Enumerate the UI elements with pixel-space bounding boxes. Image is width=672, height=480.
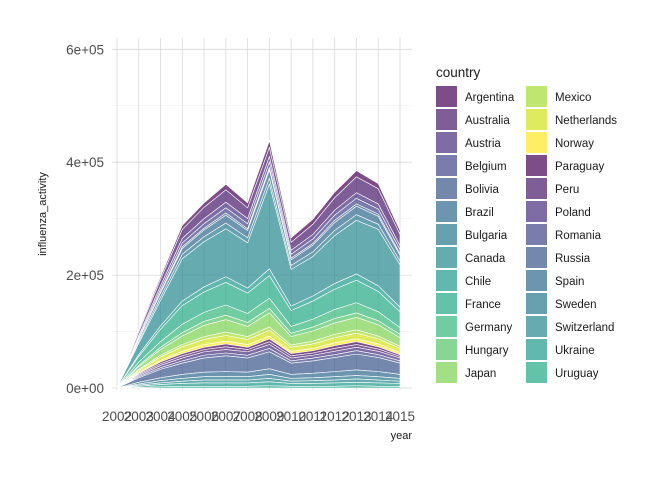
legend-key <box>526 362 547 383</box>
x-tick-label: 2005 <box>167 409 197 424</box>
legend-key <box>526 132 547 153</box>
legend-key <box>436 109 457 130</box>
x-tick-label: 2008 <box>233 409 263 424</box>
legend-key <box>436 270 457 291</box>
legend-label: Romania <box>555 230 602 242</box>
legend-label: Paraguay <box>555 161 604 173</box>
legend-key <box>526 247 547 268</box>
legend-key <box>436 201 457 222</box>
legend-key <box>436 86 457 107</box>
legend-key <box>526 339 547 360</box>
x-tick-label: 2006 <box>189 409 219 424</box>
legend-label: Belgium <box>465 161 507 173</box>
legend-label: Canada <box>465 253 506 265</box>
legend-key <box>436 155 457 176</box>
x-tick-label: 2010 <box>276 409 306 424</box>
legend-title: country <box>436 65 481 80</box>
legend-label: Uruguay <box>555 368 599 380</box>
legend-key <box>526 86 547 107</box>
x-tick-label: 2007 <box>211 409 241 424</box>
legend-label: Austria <box>465 138 501 150</box>
x-tick-label: 2009 <box>254 409 284 424</box>
legend-key <box>526 201 547 222</box>
legend-key <box>436 224 457 245</box>
y-tick-label: 6e+05 <box>66 42 104 57</box>
legend-label: Netherlands <box>555 115 617 127</box>
legend-key <box>436 132 457 153</box>
legend-key <box>436 362 457 383</box>
legend-key <box>526 155 547 176</box>
legend-key <box>436 293 457 314</box>
x-tick-label: 2004 <box>146 409 177 424</box>
x-axis: 2002200320042005200620072008200920102011… <box>102 409 415 424</box>
legend-key <box>526 270 547 291</box>
legend-label: Germany <box>465 322 513 334</box>
legend-label: Argentina <box>465 92 515 104</box>
x-axis-title: year <box>391 430 413 442</box>
x-tick-label: 2011 <box>298 409 327 424</box>
legend-label: Bolivia <box>465 184 499 196</box>
legend-label: Poland <box>555 207 591 219</box>
legend-label: Sweden <box>555 299 597 311</box>
legend-key <box>436 247 457 268</box>
legend-key <box>436 316 457 337</box>
y-axis: 0e+00 2e+05 4e+05 6e+05 <box>66 42 104 396</box>
legend-key <box>436 339 457 360</box>
legend-label: Spain <box>555 276 584 288</box>
legend-label: Norway <box>555 138 594 150</box>
legend-key <box>526 109 547 130</box>
y-tick-label: 4e+05 <box>66 155 104 170</box>
legend-label: Russia <box>555 253 591 265</box>
area-series-uruguay <box>116 385 401 389</box>
legend-label: Switzerland <box>555 322 614 334</box>
legend-label: Ukraine <box>555 345 595 357</box>
y-tick-label: 2e+05 <box>66 268 104 283</box>
legend-label: Japan <box>465 368 496 380</box>
legend-label: Mexico <box>555 92 591 104</box>
area-layers <box>116 139 401 389</box>
legend-label: France <box>465 299 501 311</box>
legend-label: Peru <box>555 184 579 196</box>
y-tick-label: 0e+00 <box>66 381 104 396</box>
legend-key <box>526 224 547 245</box>
x-tick-label: 2015 <box>385 409 415 424</box>
legend-key <box>526 316 547 337</box>
legend-label: Brazil <box>465 207 494 219</box>
legend: country Argentina Australia Austria Belgium… <box>436 65 617 383</box>
x-tick-label: 2013 <box>341 409 371 424</box>
legend-label: Hungary <box>465 345 509 357</box>
x-tick-label: 2003 <box>124 409 154 424</box>
legend-label: Bulgaria <box>465 230 508 242</box>
x-tick-label: 2012 <box>320 409 350 424</box>
legend-label: Chile <box>465 276 491 288</box>
x-tick-label: 2014 <box>363 409 394 424</box>
legend-key <box>526 293 547 314</box>
x-tick-label: 2002 <box>102 409 132 424</box>
y-axis-title: influenza_activity <box>37 172 49 256</box>
legend-key <box>436 178 457 199</box>
legend-key <box>526 178 547 199</box>
legend-label: Australia <box>465 115 510 127</box>
